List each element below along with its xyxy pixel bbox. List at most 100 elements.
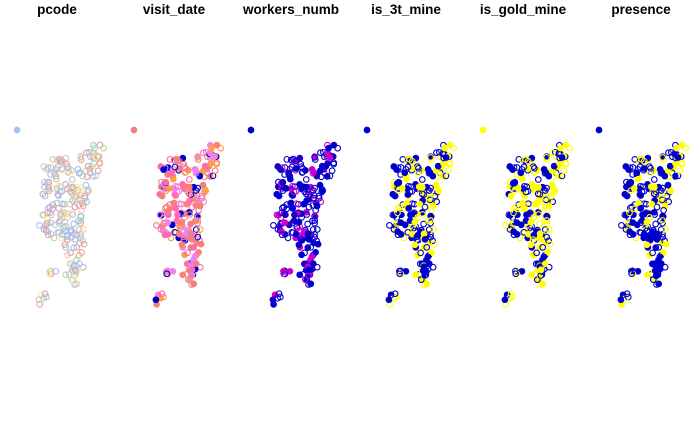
map-point: [657, 169, 665, 177]
map-point: [411, 241, 419, 249]
map-point: [425, 226, 433, 233]
map-point: [188, 281, 195, 288]
map-point: [68, 190, 76, 198]
map-point: [312, 249, 319, 256]
map-point: [391, 192, 399, 200]
map-point: [423, 244, 431, 251]
map-point: [658, 194, 665, 202]
map-point: [638, 188, 646, 196]
map-point: [557, 144, 564, 152]
map-point: [45, 187, 53, 194]
map-point: [412, 154, 420, 162]
map-point: [659, 233, 667, 241]
map-point: [545, 172, 553, 180]
map-point: [406, 155, 413, 163]
map-point: [302, 190, 310, 198]
map-point: [317, 149, 324, 157]
map-point: [185, 183, 193, 191]
map-point: [41, 290, 49, 298]
map-point: [188, 236, 196, 243]
map-point: [533, 249, 540, 257]
map-point: [166, 205, 173, 213]
map-point: [549, 198, 557, 206]
map-point: [67, 249, 74, 257]
map-point: [385, 296, 393, 304]
map-point: [639, 211, 646, 219]
map-point: [421, 281, 428, 288]
map-point: [427, 184, 434, 192]
map-point: [311, 184, 318, 192]
map-point: [417, 249, 424, 257]
map-point: [420, 220, 427, 228]
map-point: [416, 200, 423, 208]
map-point: [164, 219, 172, 226]
map-point: [286, 175, 294, 183]
map-point: [644, 154, 652, 162]
map-point: [522, 188, 530, 196]
map-point: [520, 163, 528, 171]
map-point: [527, 241, 535, 249]
map-point: [402, 267, 410, 275]
map-point: [278, 209, 285, 217]
map-point: [74, 253, 82, 261]
map-point: [324, 160, 331, 167]
map-point: [96, 141, 104, 149]
map-point: [545, 226, 553, 233]
map-point: [295, 218, 303, 226]
map-point: [73, 244, 81, 251]
panel-workers-numb: workers_numb: [242, 2, 342, 308]
map-point: [418, 183, 426, 191]
map-point: [543, 184, 550, 192]
map-point: [537, 281, 544, 288]
map-point: [527, 218, 535, 226]
map-point: [36, 222, 43, 229]
map-point: [501, 296, 509, 304]
map-point: [421, 203, 429, 211]
map-point: [653, 266, 661, 274]
map-point: [43, 166, 50, 173]
map-point: [510, 209, 517, 217]
map-point: [77, 233, 85, 241]
map-point: [415, 164, 422, 172]
map-point: [434, 162, 442, 170]
map-point: [305, 281, 312, 288]
map-point: [158, 290, 166, 298]
map-point: [198, 192, 206, 200]
map-point: [41, 192, 49, 200]
map-point: [82, 181, 90, 189]
map-point: [325, 144, 332, 152]
map-point: [186, 211, 194, 218]
map-point: [270, 222, 277, 229]
map-point: [197, 240, 205, 248]
map-point: [595, 126, 603, 134]
map-point: [305, 266, 313, 274]
map-point: [636, 163, 644, 171]
map-point: [317, 198, 325, 206]
map-point: [288, 163, 296, 171]
panel-title-is-3t-mine: is_3t_mine: [371, 2, 441, 17]
map-point: [83, 149, 90, 157]
map-point: [208, 144, 215, 152]
map-point: [161, 231, 169, 239]
map-point: [310, 191, 318, 199]
map-point: [421, 266, 429, 274]
map-point: [309, 260, 317, 268]
map-point: [192, 226, 200, 233]
map-point: [207, 160, 214, 167]
map-point: [64, 231, 72, 239]
map-point: [182, 164, 189, 172]
map-point: [523, 211, 530, 219]
map-point: [195, 249, 202, 256]
map-point: [627, 178, 635, 186]
map-point: [394, 231, 402, 239]
map-point: [543, 233, 551, 241]
map-point: [425, 260, 433, 268]
map-point: [70, 220, 77, 228]
map-point: [65, 164, 72, 172]
map-point: [280, 270, 288, 278]
map-point: [179, 154, 187, 162]
map-point: [326, 154, 334, 161]
map-point: [446, 141, 454, 149]
map-point: [678, 159, 686, 167]
map-point: [213, 141, 221, 149]
